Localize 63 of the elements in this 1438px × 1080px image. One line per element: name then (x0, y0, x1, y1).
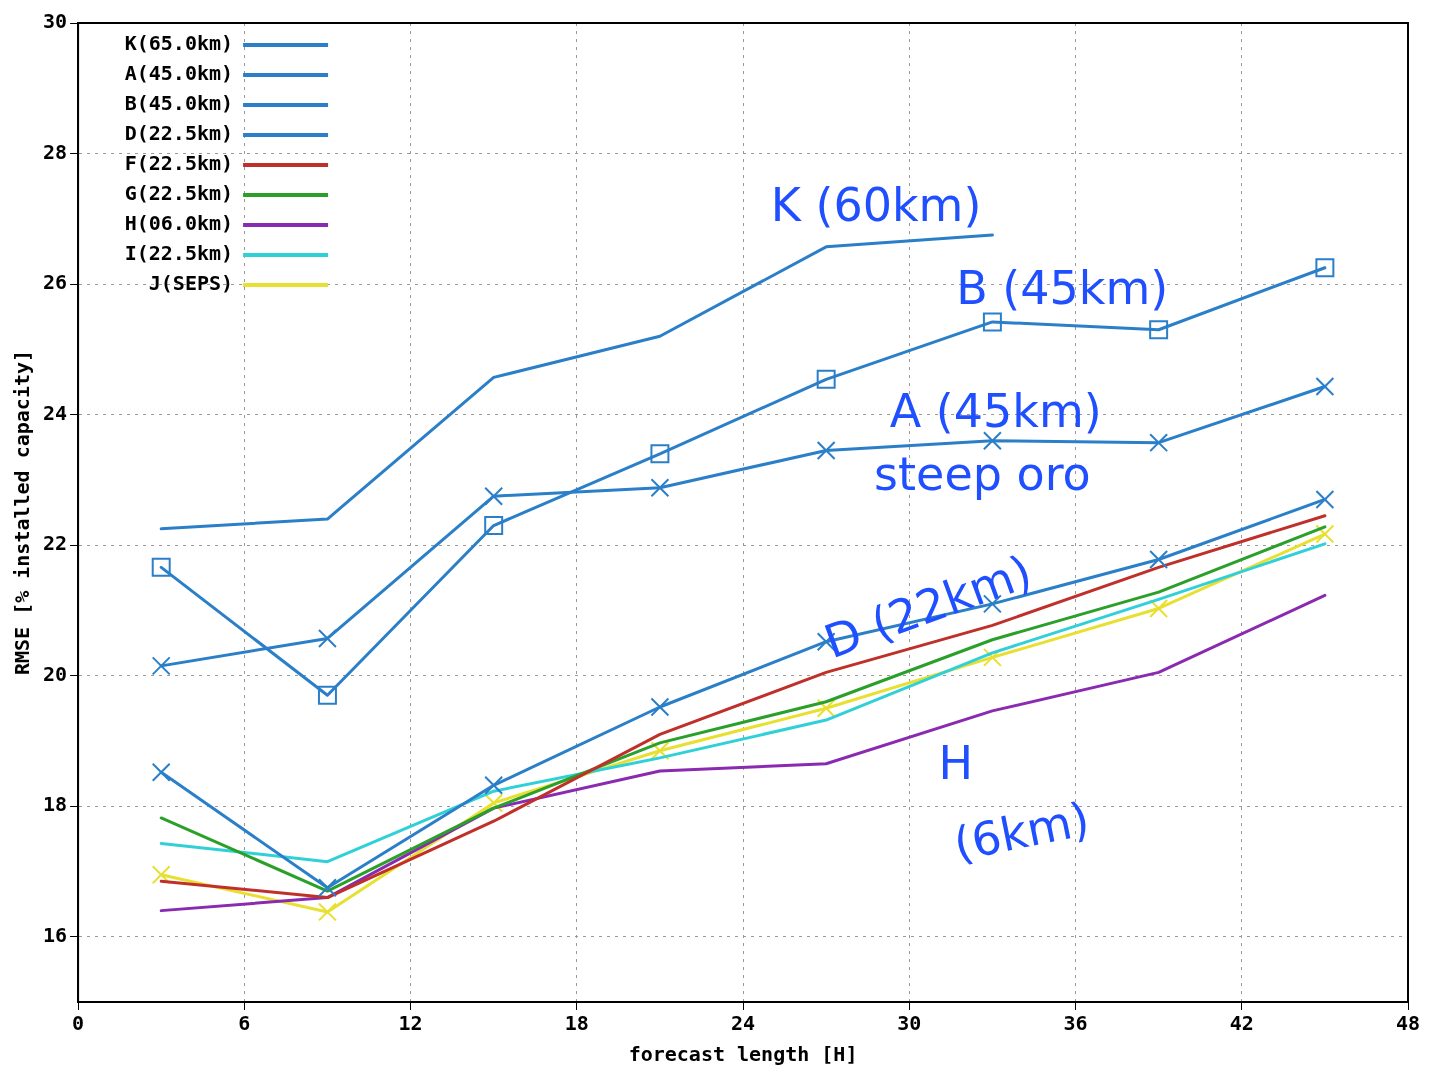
legend-label: F(22.5km) (124, 151, 234, 176)
x-tick-label: 12 (398, 1011, 423, 1036)
x-tick-label: 18 (564, 1011, 589, 1036)
legend-label: J(SEPS) (148, 271, 234, 296)
point (1315, 524, 1335, 544)
x-tick-label: 36 (1063, 1011, 1088, 1036)
y-tick-label: 16 (42, 922, 68, 947)
legend-label: D(22.5km) (124, 121, 234, 146)
point (1315, 489, 1335, 509)
point (317, 902, 337, 922)
annotation: A (45km) (889, 383, 1102, 438)
point (484, 793, 504, 813)
legend-label: H(06.0km) (124, 211, 234, 236)
point (982, 312, 1002, 332)
point (1149, 320, 1169, 340)
y-tick-label: 30 (42, 9, 68, 34)
x-tick-label: 24 (730, 1011, 756, 1036)
point (650, 478, 670, 498)
point (484, 775, 504, 795)
legend-label: I(22.5km) (124, 241, 234, 266)
y-axis-title: RMSE [% installed capacity] (10, 349, 35, 676)
y-tick-label: 20 (42, 661, 68, 686)
point (816, 441, 836, 460)
point (317, 628, 337, 648)
point (151, 762, 171, 782)
point (484, 486, 504, 506)
annotation: H (938, 735, 974, 790)
point (1149, 598, 1169, 618)
point (650, 741, 670, 761)
point (151, 656, 171, 676)
legend-label: K(65.0km) (124, 31, 234, 56)
y-tick-label: 24 (42, 400, 68, 425)
y-tick-label: 26 (42, 270, 68, 295)
annotation: (6km) (949, 791, 1094, 872)
point (151, 557, 171, 577)
legend-label: A(45.0km) (124, 61, 234, 86)
x-tick-label: 30 (897, 1011, 922, 1036)
point (982, 647, 1002, 667)
x-tick-label: 48 (1395, 1011, 1421, 1036)
point (317, 685, 337, 705)
point (816, 698, 836, 718)
x-tick-label: 6 (238, 1011, 251, 1036)
x-tick-label: 0 (72, 1011, 85, 1036)
point (151, 865, 171, 885)
point (650, 697, 670, 717)
y-tick-label: 18 (42, 792, 68, 817)
legend-label: B(45.0km) (124, 91, 234, 116)
y-tick-label: 22 (42, 531, 68, 556)
annotation: K (60km) (770, 177, 982, 232)
annotation: B (45km) (956, 261, 1169, 316)
point (484, 516, 504, 536)
point (317, 878, 337, 898)
point (1149, 433, 1169, 453)
annotation: steep oro (874, 447, 1091, 502)
x-tick-label: 42 (1229, 1011, 1254, 1036)
point (1315, 258, 1335, 278)
point (1149, 550, 1169, 569)
y-tick-label: 28 (42, 139, 68, 164)
legend-label: G(22.5km) (124, 181, 234, 206)
x-axis-title: forecast length [H] (628, 1042, 858, 1067)
point (1315, 377, 1335, 397)
point (816, 369, 836, 389)
point (650, 444, 670, 464)
